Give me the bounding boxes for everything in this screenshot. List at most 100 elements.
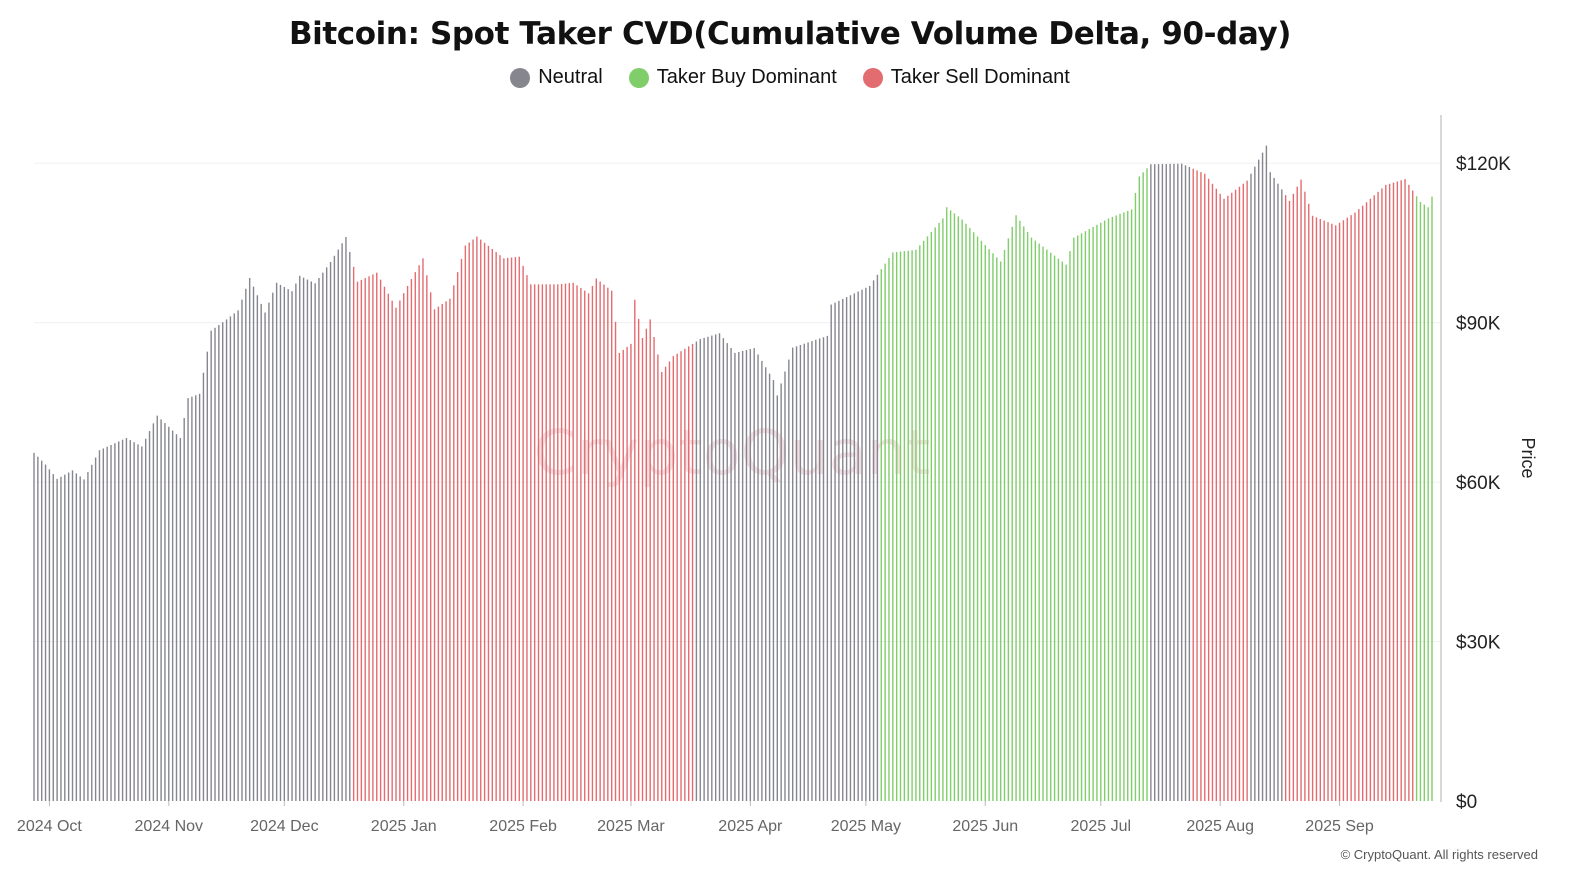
price-bar-sell bbox=[1342, 220, 1345, 802]
price-bar-buy bbox=[922, 240, 925, 801]
price-bar-neutral bbox=[699, 339, 701, 801]
price-bar-buy bbox=[969, 228, 971, 801]
price-bar-buy bbox=[957, 216, 959, 801]
x-tick-label: 2025 Feb bbox=[489, 818, 557, 835]
price-bar-neutral bbox=[1265, 145, 1268, 802]
price-bar-buy bbox=[1065, 264, 1067, 801]
price-bar-sell bbox=[1377, 191, 1379, 802]
price-bar-buy bbox=[965, 223, 967, 801]
price-bar-buy bbox=[1023, 226, 1025, 801]
price-bar-neutral bbox=[857, 291, 859, 801]
price-bar-neutral bbox=[302, 277, 305, 801]
price-bar-buy bbox=[953, 213, 956, 801]
price-bar-neutral bbox=[67, 472, 70, 801]
price-bar-sell bbox=[1204, 173, 1206, 801]
price-bar-buy bbox=[1088, 229, 1090, 801]
price-bar-neutral bbox=[156, 415, 158, 801]
price-bar-buy bbox=[980, 240, 983, 801]
price-bar-neutral bbox=[195, 395, 197, 801]
price-bar-buy bbox=[1415, 196, 1418, 802]
price-bar-neutral bbox=[179, 437, 182, 801]
price-bar-sell bbox=[634, 299, 636, 801]
price-bar-neutral bbox=[322, 272, 324, 801]
price-bar-buy bbox=[1119, 213, 1121, 802]
legend-item-taker-sell[interactable]: Taker Sell Dominant bbox=[862, 66, 1070, 89]
price-bar-neutral bbox=[714, 334, 717, 801]
price-bar-neutral bbox=[75, 473, 78, 801]
price-bar-neutral bbox=[183, 418, 185, 801]
price-bar-sell bbox=[533, 284, 536, 802]
price-bar-sell bbox=[410, 279, 413, 801]
price-bar-sell bbox=[1354, 212, 1356, 802]
price-bar-sell bbox=[603, 284, 605, 801]
price-bar-buy bbox=[946, 207, 948, 801]
price-bar-neutral bbox=[349, 251, 351, 802]
legend-label-taker-buy: Taker Buy Dominant bbox=[656, 66, 837, 88]
price-bar-neutral bbox=[1277, 183, 1279, 802]
price-bar-sell bbox=[487, 245, 490, 802]
price-bar-sell bbox=[1365, 202, 1368, 802]
price-bar-neutral bbox=[41, 460, 43, 801]
price-bar-buy bbox=[973, 232, 975, 801]
price-bar-neutral bbox=[229, 316, 232, 801]
x-tick-label: 2025 Jul bbox=[1071, 818, 1132, 835]
price-bar-neutral bbox=[299, 275, 301, 802]
price-bar-neutral bbox=[1257, 159, 1260, 801]
price-bar-sell bbox=[1319, 218, 1322, 802]
price-bar-neutral bbox=[314, 283, 316, 801]
price-bar-buy bbox=[888, 258, 890, 801]
price-bar-buy bbox=[934, 227, 936, 801]
price-bar-sell bbox=[560, 283, 563, 801]
price-bar-neutral bbox=[853, 293, 856, 801]
price-bar-buy bbox=[938, 222, 940, 801]
price-bar-neutral bbox=[210, 330, 212, 801]
legend-swatch-taker-sell bbox=[862, 67, 883, 88]
price-bar-neutral bbox=[191, 396, 193, 801]
price-bar-neutral bbox=[1273, 177, 1275, 801]
y-axis-ticks: $0 $30K $60K $90K $120K bbox=[1456, 154, 1511, 813]
price-bar-neutral bbox=[337, 249, 339, 801]
price-bar-neutral bbox=[815, 339, 817, 801]
price-bar-sell bbox=[587, 293, 590, 801]
price-bar-neutral bbox=[776, 395, 778, 801]
price-bar-sell bbox=[1207, 178, 1210, 801]
price-bar-neutral bbox=[118, 441, 120, 801]
price-bar-neutral bbox=[152, 423, 155, 801]
y-tick-label: $120K bbox=[1456, 154, 1511, 175]
price-bar-buy bbox=[949, 210, 952, 801]
price-bar-sell bbox=[1396, 181, 1399, 801]
price-bar-sell bbox=[1346, 217, 1348, 801]
price-bar-neutral bbox=[765, 367, 767, 801]
price-bar-sell bbox=[456, 272, 459, 801]
price-bar-buy bbox=[1003, 249, 1006, 801]
price-bar-sell bbox=[545, 284, 547, 802]
price-bar-sell bbox=[691, 343, 694, 801]
price-bar-sell bbox=[1331, 223, 1333, 801]
price-bar-sell bbox=[522, 265, 524, 801]
price-bar-neutral bbox=[283, 287, 286, 801]
x-tick-label: 2024 Dec bbox=[250, 818, 319, 835]
price-bar-neutral bbox=[772, 380, 775, 801]
price-bar-sell bbox=[622, 349, 624, 801]
price-bar-buy bbox=[976, 236, 979, 801]
price-bar-sell bbox=[422, 258, 424, 801]
price-bar-neutral bbox=[60, 476, 62, 801]
legend-label-taker-sell: Taker Sell Dominant bbox=[890, 66, 1070, 88]
price-bar-buy bbox=[919, 245, 921, 801]
price-bar-sell bbox=[576, 285, 578, 801]
x-tick-label: 2025 Apr bbox=[718, 818, 783, 835]
price-bar-neutral bbox=[64, 474, 66, 801]
legend-item-taker-buy[interactable]: Taker Buy Dominant bbox=[628, 66, 837, 89]
price-bar-sell bbox=[507, 257, 509, 801]
price-bar-neutral bbox=[260, 303, 262, 801]
price-bar-buy bbox=[899, 251, 902, 801]
price-bar-neutral bbox=[734, 352, 736, 801]
price-bar-buy bbox=[1123, 212, 1125, 801]
price-bar-sell bbox=[445, 301, 447, 801]
price-bar-neutral bbox=[707, 336, 709, 801]
price-bar-neutral bbox=[849, 295, 852, 801]
price-bar-buy bbox=[907, 250, 909, 801]
price-bar-sell bbox=[572, 282, 574, 801]
price-bar-neutral bbox=[144, 438, 147, 801]
legend-item-neutral[interactable]: Neutral bbox=[510, 66, 603, 89]
